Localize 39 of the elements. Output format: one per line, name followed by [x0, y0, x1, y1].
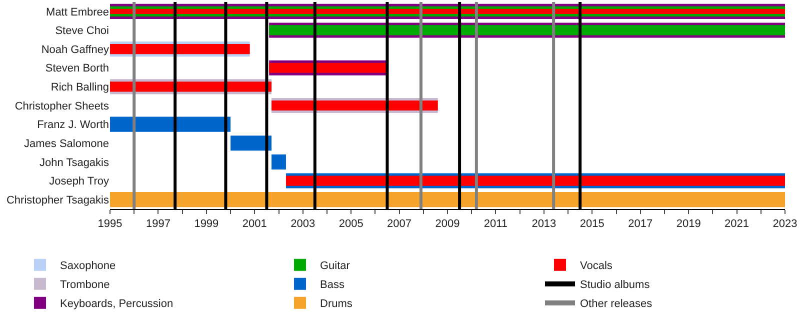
- bar: [272, 154, 286, 170]
- x-tick-label: 2023: [772, 218, 798, 230]
- bar: [110, 192, 785, 208]
- x-tick-label: 2001: [242, 218, 267, 230]
- x-tick-label: 1997: [146, 218, 170, 230]
- legend-label: Vocals: [580, 260, 613, 272]
- y-tick-label: Christopher Sheets: [14, 100, 110, 112]
- y-tick-label: Matt Embree: [46, 6, 109, 18]
- x-tick-label: 2005: [338, 218, 364, 230]
- x-tick-label: 2003: [290, 218, 316, 230]
- x-tick-label: 2021: [724, 218, 750, 230]
- legend-label: Trombone: [60, 279, 110, 292]
- x-tick-label: 2011: [484, 218, 508, 230]
- x-tick-label: 2015: [580, 218, 604, 230]
- y-tick-label: Rich Balling: [50, 82, 109, 94]
- y-tick-label: James Salomone: [24, 138, 109, 150]
- y-tick-label: Franz J. Worth: [37, 119, 109, 132]
- legend-label: Guitar: [320, 260, 350, 272]
- x-tick-label: 1995: [98, 218, 122, 230]
- x-tick-label: 2007: [387, 218, 412, 230]
- y-tick-label: Steven Borth: [45, 62, 109, 75]
- legend-label: Other releases: [580, 298, 653, 310]
- bar: [110, 116, 231, 132]
- legend-label: Saxophone: [60, 260, 116, 272]
- legend-label: Drums: [320, 298, 353, 310]
- x-tick-label: 2013: [532, 218, 556, 230]
- x-tick-label: 2009: [435, 218, 460, 230]
- x-tick-label: 2017: [628, 218, 653, 230]
- bar: [230, 136, 272, 151]
- legend-label: Bass: [320, 279, 345, 292]
- legend-label: Studio albums: [580, 279, 650, 292]
- legend-label: Keyboards, Percussion: [60, 298, 174, 310]
- y-tick-label: Noah Gaffney: [41, 44, 110, 56]
- y-tick-label: Joseph Troy: [49, 176, 110, 188]
- x-tick-label: 1999: [194, 218, 219, 230]
- x-tick-label: 2019: [676, 218, 701, 230]
- y-tick-label: John Tsagakis: [39, 156, 110, 169]
- y-tick-label: Christopher Tsagakis: [6, 194, 110, 206]
- y-tick-label: Steve Choi: [55, 25, 109, 38]
